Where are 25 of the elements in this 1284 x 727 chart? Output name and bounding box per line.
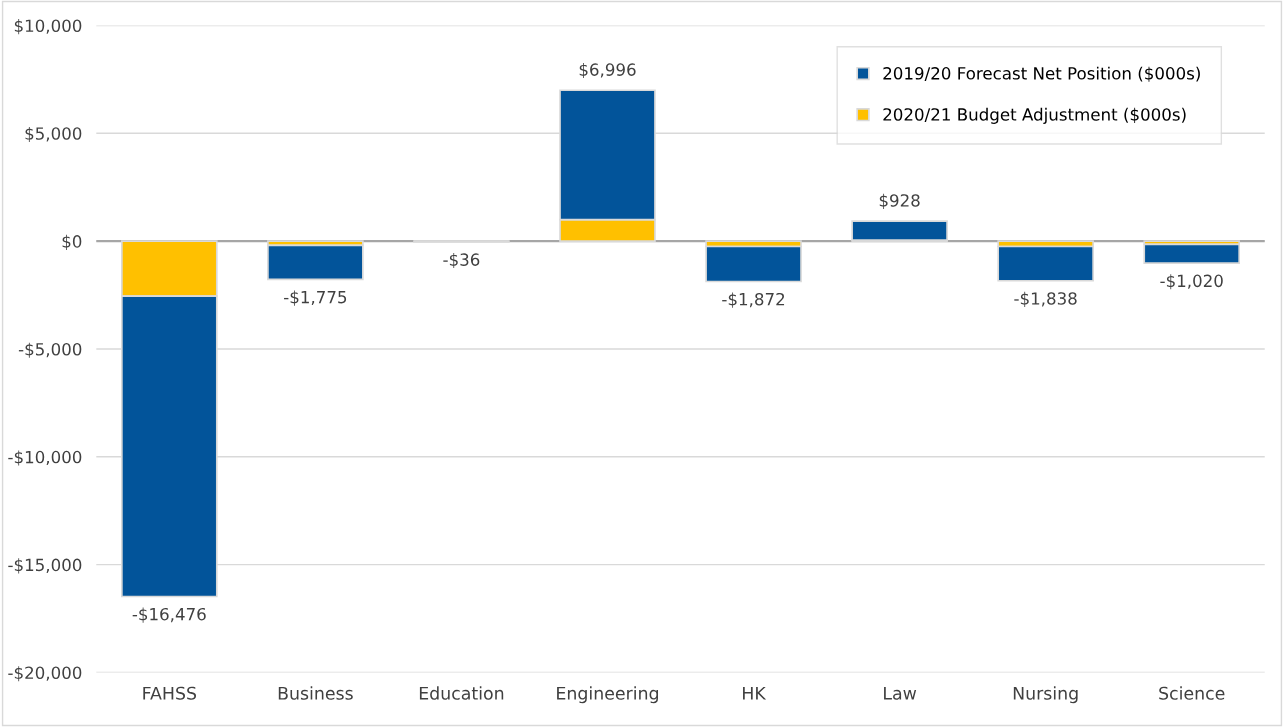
total-label: -$1,872 — [722, 292, 785, 308]
total-label: -$1,838 — [1014, 291, 1077, 307]
x-tick-label: Education — [419, 686, 504, 700]
x-tick-label: FAHSS — [143, 686, 197, 700]
x-tick-label: Science — [1159, 686, 1225, 700]
x-tick-label: Law — [884, 686, 917, 700]
legend-label: 2019/20 Forecast Net Position ($000s) — [883, 66, 1200, 82]
y-tick-label: -$20,000 — [8, 666, 82, 682]
y-tick-label: $10,000 — [14, 19, 82, 35]
total-label: $928 — [879, 193, 920, 209]
total-label: -$1,020 — [1160, 274, 1223, 290]
y-tick-label: $5,000 — [25, 126, 82, 143]
x-tick-label: Nursing — [1013, 686, 1078, 704]
total-label: -$1,775 — [284, 290, 347, 306]
total-label: -$16,476 — [132, 607, 206, 623]
x-tick-label: HK — [743, 686, 767, 700]
y-tick-label: -$5,000 — [18, 342, 82, 358]
legend-label: 2020/21 Budget Adjustment ($000s) — [883, 107, 1186, 124]
y-tick-label: -$15,000 — [8, 558, 82, 574]
x-tick-label: Business — [278, 686, 353, 700]
y-tick-label: $0 — [62, 234, 82, 250]
total-label: -$36 — [443, 253, 480, 269]
y-tick-label: -$10,000 — [8, 450, 82, 466]
total-label: $6,996 — [579, 62, 636, 79]
x-tick-label: Engineering — [557, 686, 658, 704]
